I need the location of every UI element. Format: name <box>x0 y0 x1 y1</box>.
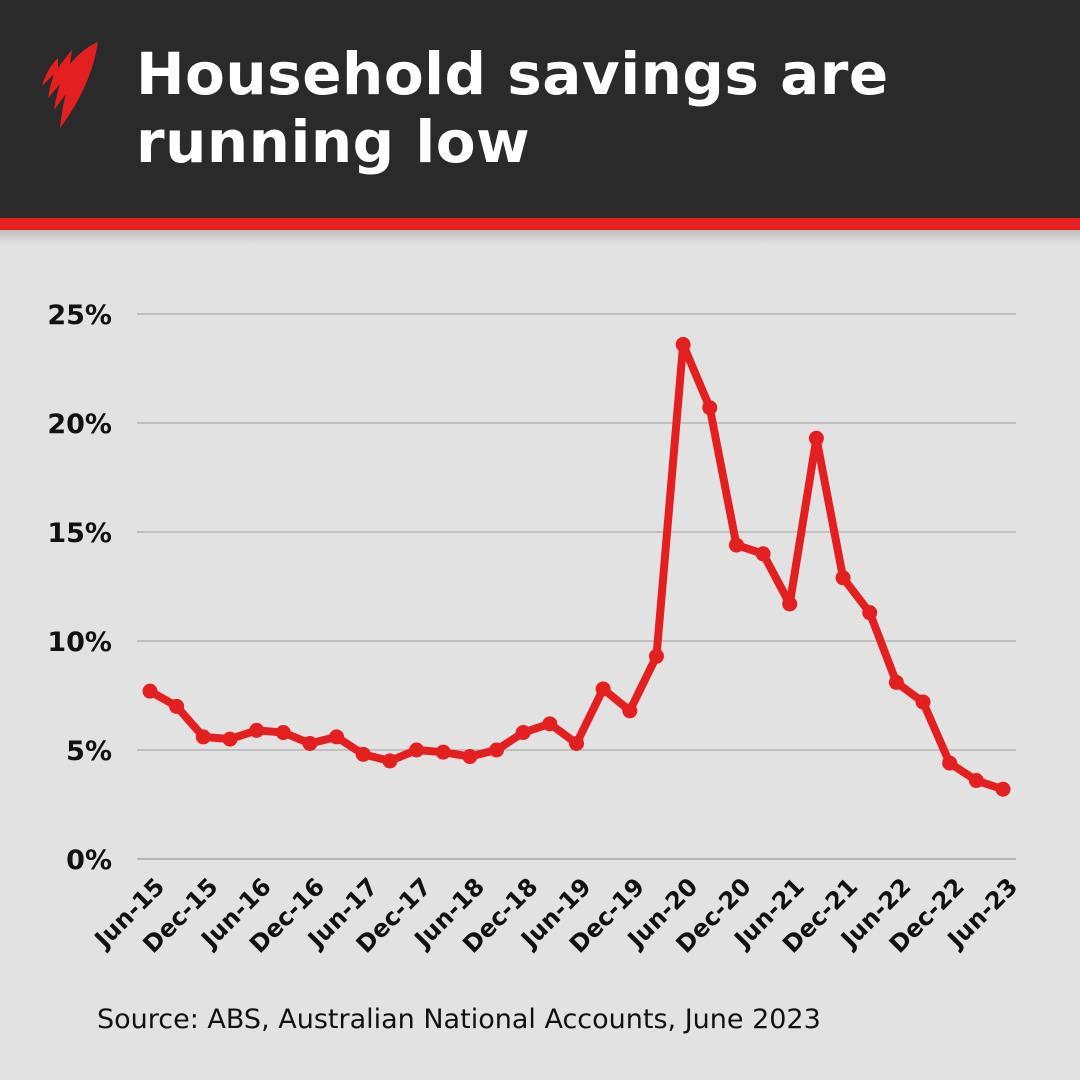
data-point <box>409 742 425 758</box>
series-line <box>142 337 1011 797</box>
header-red-stripe <box>0 218 1080 230</box>
data-point <box>142 683 158 699</box>
data-point <box>515 725 531 741</box>
data-point <box>915 694 931 710</box>
data-point <box>569 735 584 751</box>
header-shadow <box>0 230 1080 244</box>
data-point <box>888 674 904 690</box>
y-tick-label: 25% <box>47 300 112 331</box>
data-point <box>622 703 638 719</box>
data-point <box>169 698 185 714</box>
data-point <box>808 430 824 446</box>
data-point <box>728 537 744 553</box>
data-point <box>355 746 371 762</box>
y-axis-labels: 0% 5% 10% 15% 20% 25% <box>47 300 112 876</box>
title-line-1: Household savings are <box>136 40 889 108</box>
data-point <box>702 400 718 416</box>
source-note: Source: ABS, Australian National Account… <box>97 1004 821 1035</box>
data-point <box>382 753 398 769</box>
y-tick-label: 20% <box>47 409 112 440</box>
data-point <box>942 755 958 771</box>
data-point <box>489 742 505 758</box>
data-point <box>195 729 211 745</box>
data-point <box>782 596 798 612</box>
gridlines <box>137 313 1016 860</box>
data-line <box>146 340 1007 794</box>
data-point <box>675 337 691 353</box>
data-point <box>755 546 771 562</box>
data-point <box>835 570 851 586</box>
title-line-2: running low <box>136 108 531 176</box>
data-point <box>648 648 664 664</box>
data-point <box>862 605 878 621</box>
page-title: Household savings are running low <box>136 40 1036 176</box>
data-point <box>995 781 1011 797</box>
data-point <box>595 681 611 697</box>
y-tick-label: 10% <box>47 627 112 658</box>
sbs-logo-icon <box>42 42 98 128</box>
data-point <box>435 744 451 760</box>
data-point <box>542 716 558 732</box>
data-point <box>275 725 291 741</box>
data-point <box>222 731 238 747</box>
data-point <box>462 749 478 765</box>
x-axis-labels: Jun-15Dec-15Jun-16Dec-16Jun-17Dec-17Jun-… <box>88 872 1023 958</box>
header-bar <box>0 0 1080 218</box>
data-point <box>968 773 984 789</box>
y-tick-label: 5% <box>66 736 112 767</box>
y-tick-label: 15% <box>47 518 112 549</box>
y-tick-label: 0% <box>66 845 112 876</box>
data-point <box>329 729 345 745</box>
data-point <box>249 722 265 738</box>
data-point <box>302 735 318 751</box>
